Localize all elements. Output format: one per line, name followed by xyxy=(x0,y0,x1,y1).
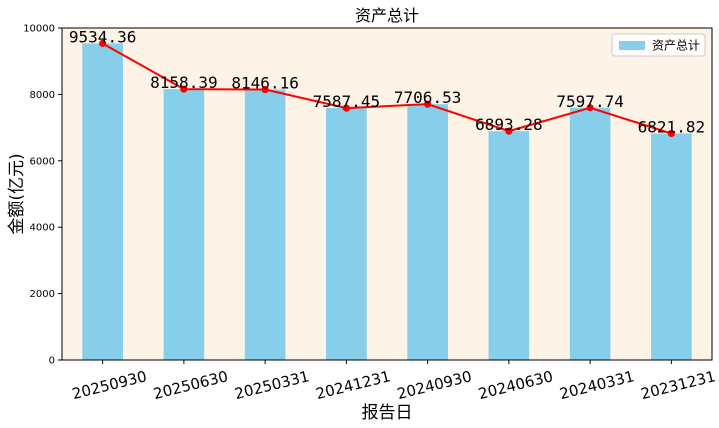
line-marker xyxy=(586,104,594,112)
x-tick-label: 20240331 xyxy=(558,367,636,403)
x-axis-title: 报告日 xyxy=(362,403,413,423)
plot-frame xyxy=(61,27,713,361)
bar xyxy=(163,89,205,360)
data-label: 6821.82 xyxy=(638,118,705,137)
y-tick-label: 6000 xyxy=(30,156,55,167)
legend: 资产总计 xyxy=(611,33,706,57)
data-label: 8146.16 xyxy=(231,74,298,93)
y-tick-label: 4000 xyxy=(30,223,55,234)
x-tick-label: 20241231 xyxy=(314,367,392,403)
bar xyxy=(651,133,692,360)
line-marker xyxy=(261,85,269,94)
bar xyxy=(326,108,367,361)
line-marker xyxy=(667,129,675,138)
legend-box xyxy=(611,33,706,57)
x-tick-label: 20240930 xyxy=(395,367,473,403)
legend-label: 资产总计 xyxy=(652,39,700,53)
x-tick-label: 20250930 xyxy=(70,367,148,403)
y-tick-label: 0 xyxy=(49,356,55,367)
data-label: 7597.74 xyxy=(556,92,623,111)
bar xyxy=(407,104,448,360)
bar xyxy=(488,131,530,360)
line-marker xyxy=(342,104,350,112)
bar xyxy=(569,107,611,360)
x-tick-label: 20250630 xyxy=(151,367,229,403)
bar xyxy=(244,89,286,360)
data-label: 8158.39 xyxy=(150,73,217,92)
data-label: 7706.53 xyxy=(394,88,461,107)
line-layer xyxy=(99,39,675,138)
y-tick-label: 8000 xyxy=(30,90,55,101)
chart-title: 资产总计 xyxy=(355,6,419,25)
x-tick-label: 20250331 xyxy=(233,367,311,403)
bars-layer xyxy=(82,43,692,361)
data-label: 6893.28 xyxy=(475,115,542,134)
x-axis: 20250930 20250630 20250331 20241231 20240930… xyxy=(70,360,717,403)
x-tick-label: 20231231 xyxy=(639,367,717,403)
bar xyxy=(82,43,123,360)
value-labels-layer: 9534.36 8158.39 8146.16 7587.45 7706.53 6893.… xyxy=(69,27,705,136)
y-axis: 0 2000 4000 6000 8000 10000 xyxy=(23,24,62,367)
y-axis-title: 金额(亿元) xyxy=(7,153,27,234)
line-marker xyxy=(180,85,188,93)
data-label: 7587.45 xyxy=(313,92,380,111)
x-tick-label: 20240630 xyxy=(476,367,554,403)
line-marker xyxy=(99,39,107,48)
y-tick-label: 10000 xyxy=(23,24,55,35)
line-marker xyxy=(505,127,513,135)
y-tick-label: 2000 xyxy=(30,289,55,300)
line-marker xyxy=(424,100,432,108)
legend-swatch xyxy=(619,41,645,50)
data-label: 9534.36 xyxy=(69,27,136,46)
series-line xyxy=(102,42,672,135)
